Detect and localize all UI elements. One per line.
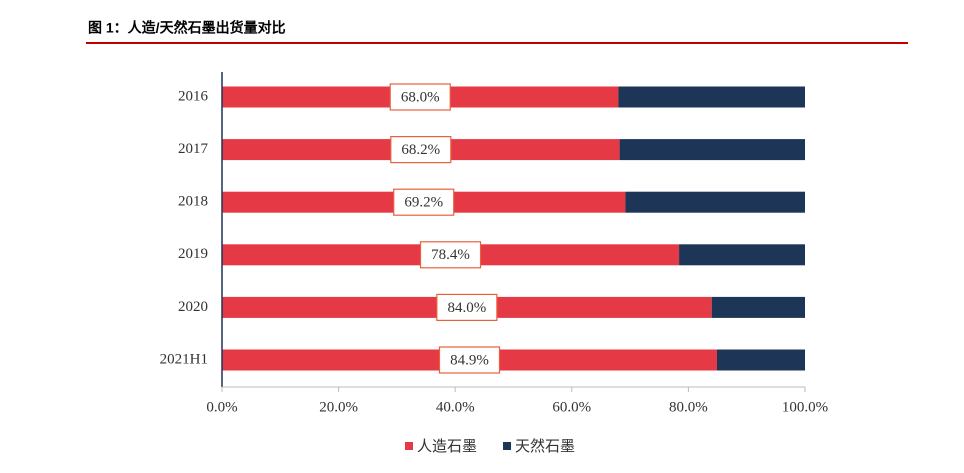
value-label-box — [438, 346, 501, 374]
value-label: 84.9% — [450, 352, 489, 368]
bar-segment — [679, 244, 805, 266]
x-tick-label: 20.0% — [319, 399, 358, 415]
x-tick-label: 100.0% — [782, 399, 828, 415]
y-tick-label: 2019 — [178, 246, 208, 262]
value-label: 69.2% — [404, 195, 443, 211]
x-tick-label: 80.0% — [669, 399, 708, 415]
y-tick-label: 2017 — [178, 141, 209, 157]
value-label: 68.2% — [401, 142, 440, 158]
value-label-box — [419, 241, 482, 269]
legend-label: 天然石墨 — [515, 437, 575, 455]
legend-swatch — [405, 442, 413, 450]
bar-segment — [619, 139, 805, 161]
y-tick-label: 2018 — [178, 194, 208, 210]
y-tick-label: 2021H1 — [160, 351, 208, 367]
bar-segment — [618, 86, 805, 108]
value-label-box — [389, 83, 451, 111]
value-label: 68.0% — [401, 89, 440, 105]
bar-segment — [711, 296, 805, 318]
y-tick-label: 2020 — [178, 299, 208, 315]
value-label: 78.4% — [431, 247, 470, 263]
value-label-box — [390, 136, 452, 164]
x-tick-label: 40.0% — [436, 399, 475, 415]
chart-title: 图 1：人造/天然石墨出货量对比 — [88, 20, 286, 36]
legend-label: 人造石墨 — [417, 437, 477, 455]
bar-segment — [716, 349, 805, 371]
x-tick-label: 60.0% — [552, 399, 591, 415]
value-label-box — [393, 188, 455, 216]
bar-segment — [625, 191, 805, 213]
legend-swatch — [503, 442, 512, 450]
x-tick-label: 0.0% — [206, 399, 237, 415]
y-tick-label: 2016 — [178, 88, 209, 104]
value-label: 84.0% — [447, 300, 486, 316]
value-label-box — [436, 293, 498, 321]
